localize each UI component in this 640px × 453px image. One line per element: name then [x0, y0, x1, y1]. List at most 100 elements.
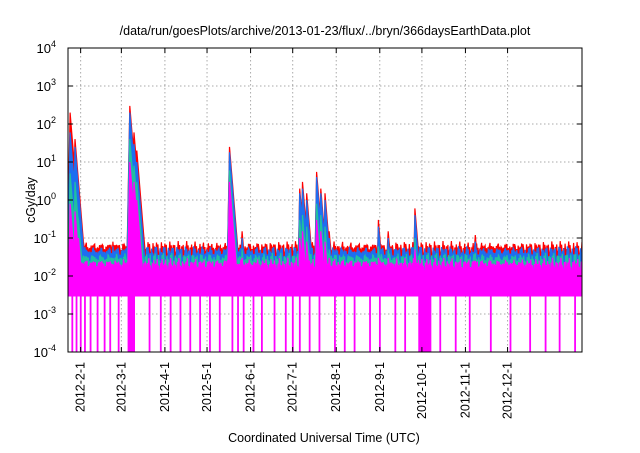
y-tick-label: 10-4 [34, 343, 56, 360]
y-tick-exponent: 2 [51, 115, 56, 125]
x-tick-label: 2012-7-1 [286, 362, 300, 412]
y-tick-base: 10 [37, 155, 51, 170]
dropout-mark [574, 295, 576, 352]
dropout-mark [89, 295, 92, 352]
y-tick-exponent: 1 [51, 153, 56, 163]
y-axis-label: cGy/day [24, 176, 38, 223]
y-tick-base: 10 [37, 193, 51, 208]
y-tick-label: 104 [37, 39, 56, 56]
dropout-mark [75, 295, 78, 352]
dropout-mark [199, 295, 202, 352]
y-tick-base: 10 [37, 117, 51, 132]
dropout-mark [378, 295, 381, 352]
x-tick-label: 2012-10-1 [415, 362, 429, 419]
dropout-mark [96, 295, 99, 352]
dropout-mark [369, 295, 371, 352]
dropout-mark [298, 295, 301, 352]
dropout-mark [343, 295, 346, 352]
series-blue [68, 112, 582, 297]
dropout-mark [284, 295, 287, 352]
dropout-mark [529, 295, 532, 352]
dropout-mark [237, 295, 239, 352]
dropout-mark [231, 295, 234, 352]
y-tick-label: 102 [37, 115, 56, 132]
dropout-mark [454, 295, 457, 352]
x-tick-label: 2012-6-1 [244, 362, 258, 412]
y-tick-exponent: 3 [51, 77, 56, 87]
dropout-mark [189, 295, 192, 352]
dropout-mark [148, 295, 151, 352]
dropout-mark [509, 295, 512, 352]
dropout-mark [84, 295, 86, 352]
dropout-mark [418, 295, 421, 352]
dropout-mark [273, 295, 276, 352]
dropout-mark [242, 295, 245, 352]
y-tick-exponent: 4 [51, 39, 56, 49]
dropout-mark [103, 295, 106, 352]
x-tick-label: 2012-9-1 [373, 362, 387, 412]
series-magenta [68, 161, 582, 297]
dropout-mark [109, 295, 112, 352]
x-tick-label: 2012-4-1 [158, 362, 172, 412]
y-tick-label: 103 [37, 77, 56, 94]
y-tick-base: 10 [37, 79, 51, 94]
dropout-mark [558, 295, 561, 352]
dropout-mark [334, 295, 336, 352]
dropout-mark [79, 295, 82, 352]
dropout-mark [544, 295, 547, 352]
dropout-mark [489, 295, 492, 352]
y-tick-label: 10-3 [34, 305, 56, 322]
x-tick-label: 2012-11-1 [458, 362, 472, 418]
dropout-mark [426, 295, 429, 352]
dropout-mark [308, 295, 311, 352]
y-tick-exponent: -2 [48, 267, 56, 277]
dropout-mark [179, 295, 182, 352]
dropout-mark [261, 295, 263, 352]
y-tick-base: 10 [37, 41, 51, 56]
dropout-mark [128, 295, 131, 352]
dropout-mark [422, 295, 425, 352]
x-tick-label: 2012-8-1 [329, 362, 343, 412]
dropout-mark [209, 295, 211, 352]
dropout-mark [169, 295, 172, 352]
dropout-mark [133, 295, 136, 352]
dropout-mark [353, 295, 356, 352]
y-tick-exponent: 0 [51, 191, 56, 201]
dropout-mark [425, 295, 428, 352]
y-tick-exponent: -3 [48, 305, 56, 315]
plot-area [68, 105, 582, 352]
dropout-mark [71, 295, 74, 352]
y-tick-base: 10 [34, 345, 48, 360]
x-tick-label: 2012-2-1 [74, 362, 88, 412]
y-tick-label: 101 [37, 153, 56, 170]
dropout-mark [421, 295, 423, 352]
dropout-mark [318, 295, 321, 352]
x-tick-label: 2012-3-1 [114, 362, 128, 412]
y-tick-base: 10 [34, 269, 48, 284]
y-tick-base: 10 [34, 307, 48, 322]
dropout-mark [404, 295, 407, 352]
dropout-mark [159, 295, 162, 352]
dropout-mark [130, 295, 133, 352]
dropout-mark [131, 295, 134, 352]
dropout-mark [291, 295, 294, 352]
y-tick-exponent: -4 [48, 343, 56, 353]
dropout-mark [117, 295, 120, 352]
dropout-mark [429, 295, 432, 352]
y-tick-exponent: -1 [48, 229, 56, 239]
dropout-mark [423, 295, 426, 352]
x-tick-label: 2012-12-1 [501, 362, 515, 419]
chart-title: /data/run/goesPlots/archive/2013-01-23/f… [120, 24, 531, 38]
y-tick-base: 10 [34, 231, 48, 246]
dropout-mark [439, 295, 442, 352]
dropout-mark [428, 295, 430, 352]
dropout-mark [394, 295, 397, 352]
x-tick-label: 2012-5-1 [200, 362, 214, 412]
dropout-mark [468, 295, 471, 352]
x-axis-label: Coordinated Universal Time (UTC) [228, 431, 420, 445]
y-tick-label: 10-1 [34, 229, 56, 246]
y-tick-label: 10-2 [34, 267, 56, 284]
dropout-mark [419, 295, 422, 352]
